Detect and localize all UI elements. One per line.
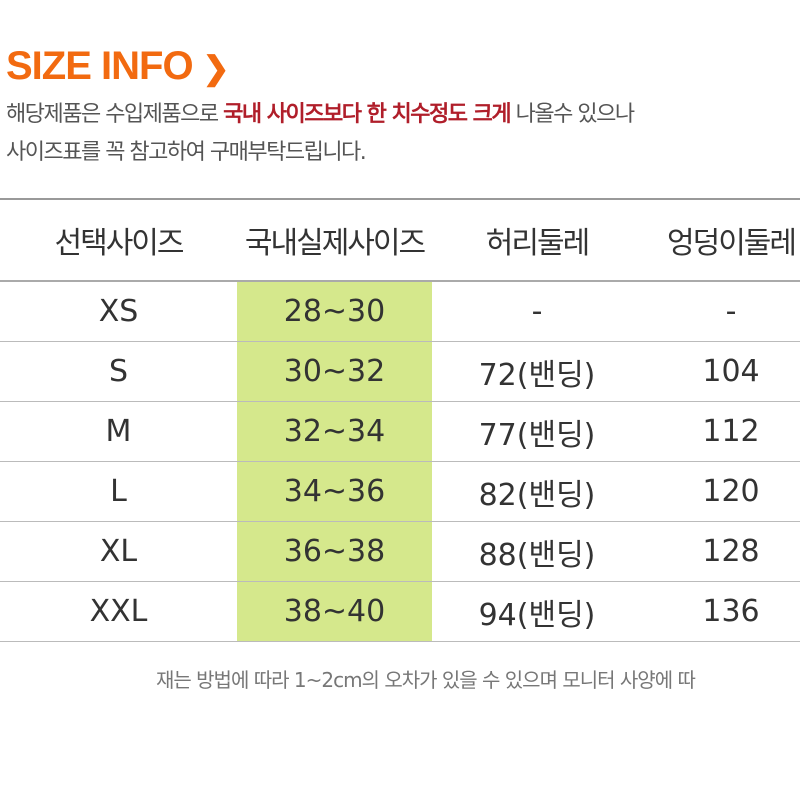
table-cell: 88(밴딩)	[432, 521, 642, 582]
table-cell: 34~36	[237, 461, 432, 522]
table-cell: 72(밴딩)	[432, 341, 642, 402]
table-row: L 34~36 82(밴딩) 120	[0, 461, 800, 522]
table-cell: L	[0, 461, 237, 522]
table-cell: 32~34	[237, 401, 432, 462]
table-row: M 32~34 77(밴딩) 112	[0, 401, 800, 462]
notice-text: 해당제품은 수입제품으로	[6, 102, 224, 127]
table-row: S 30~32 72(밴딩) 104	[0, 341, 800, 402]
table-cell: 112	[642, 401, 800, 462]
column-header: 국내실제사이즈	[237, 199, 432, 282]
table-cell: 128	[642, 521, 800, 582]
page-title: SIZE INFO ❯	[6, 44, 230, 89]
notice-line-2: 사이즈표를 꼭 참고하여 구매부탁드립니다.	[6, 140, 367, 165]
notice-highlight: 국내 사이즈보다 한 치수정도 크게	[223, 102, 512, 127]
column-header: 선택사이즈	[0, 199, 237, 282]
table-cell: 38~40	[237, 581, 432, 642]
table-cell: XS	[0, 281, 237, 342]
table-cell: XXL	[0, 581, 237, 642]
notice-text: 나올수 있으나	[510, 102, 635, 127]
title-text: SIZE INFO	[6, 44, 194, 88]
table-cell: -	[432, 281, 642, 342]
table-cell: 28~30	[237, 281, 432, 342]
table-cell: M	[0, 401, 237, 462]
table-cell: 30~32	[237, 341, 432, 402]
size-table: 선택사이즈 국내실제사이즈 허리둘레 엉덩이둘레 XS 28~30- - S 30~32 72(…	[0, 198, 800, 642]
notice-line-1: 해당제품은 수입제품으로 국내 사이즈보다 한 치수정도 크게 나올수 있으나	[6, 96, 635, 128]
table-cell: 136	[642, 581, 800, 642]
table-cell: -	[642, 281, 800, 342]
table-cell: XL	[0, 521, 237, 582]
table-cell: 94(밴딩)	[432, 581, 642, 642]
table-body: XS 28~30- - S 30~32 72(밴딩) 104 M 32~34 77(밴딩) 112 L…	[0, 281, 800, 642]
table-cell: 104	[642, 341, 800, 402]
column-header: 허리둘레	[432, 199, 642, 282]
table-header-row: 선택사이즈 국내실제사이즈 허리둘레 엉덩이둘레	[0, 199, 800, 282]
table-row: XXL 38~40 94(밴딩) 136	[0, 581, 800, 642]
table-cell: 36~38	[237, 521, 432, 582]
table-cell: 77(밴딩)	[432, 401, 642, 462]
footnote: 재는 방법에 따라 1~2cm의 오차가 있을 수 있으며 모니터 사양에 따	[156, 668, 696, 692]
chevron-right-icon: ❯	[202, 50, 230, 86]
table-cell: 82(밴딩)	[432, 461, 642, 522]
table-cell: S	[0, 341, 237, 402]
table-row: XS 28~30- -	[0, 281, 800, 342]
column-header: 엉덩이둘레	[642, 199, 800, 282]
table-row: XL 36~38 88(밴딩) 128	[0, 521, 800, 582]
table-cell: 120	[642, 461, 800, 522]
